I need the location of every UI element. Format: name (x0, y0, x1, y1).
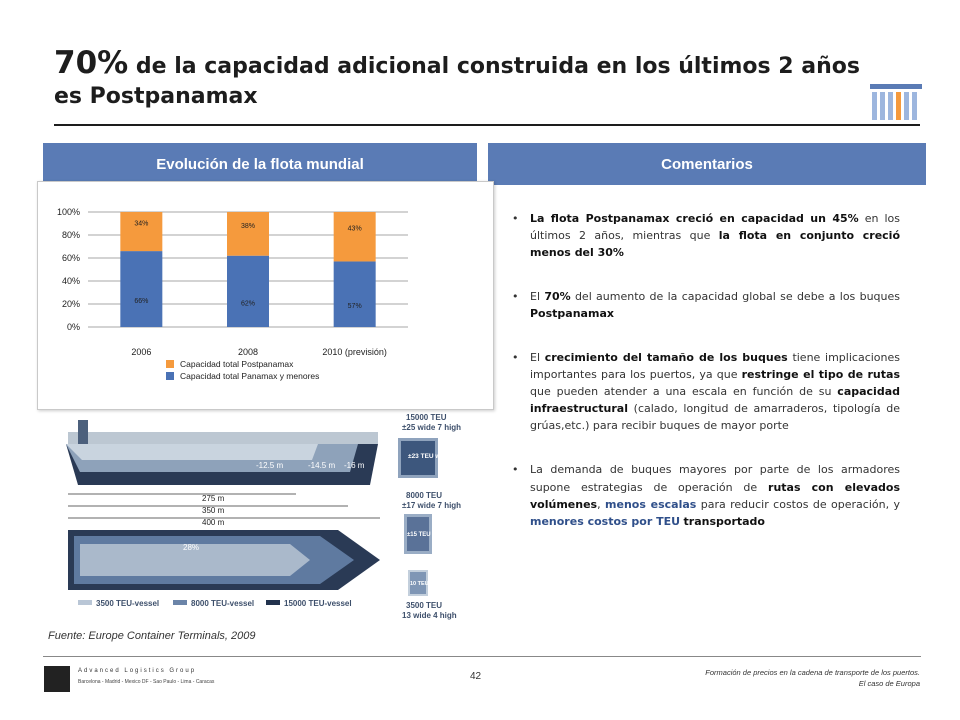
comment-text: menos escalas (605, 497, 697, 511)
bar-segment (227, 255, 269, 327)
company-logo-icon (44, 666, 70, 692)
teu-classes: 15000 TEU ±25 wide 7 high ±23 TEU wide 8… (398, 413, 461, 620)
comment-text: El (530, 290, 545, 304)
x-tick-label: 2008 (238, 347, 258, 357)
fleet-chart-panel: 100% 80% 60% 40% 20% 0% 66% 34% 2006 62% 38% 2008 57… (37, 181, 494, 410)
x-tick-label: 2006 (131, 347, 151, 357)
comment-item: El 70% del aumento de la capacidad globa… (512, 288, 900, 322)
footer-document-title: Formación de precios en la cadena de tra… (705, 668, 920, 689)
footer-company: Advanced Logistics Group (78, 668, 197, 674)
comment-text: crecimiento del tamaño de los buques (544, 351, 788, 365)
section-header-comments: Comentarios (488, 143, 926, 185)
legend-swatch (166, 360, 174, 368)
comment-text: la flota en conjunto creció menos del 30… (530, 229, 900, 260)
comment-text: transportado (683, 514, 765, 528)
footer-doc-line: El caso de Europa (858, 678, 920, 688)
comment-text: La demanda de buques mayores por parte d… (530, 463, 900, 494)
data-label: 62% (241, 300, 255, 307)
comment-text: que pueden atender a una escala en funci… (530, 385, 838, 399)
y-tick-label: 0% (67, 322, 80, 332)
bar-segment (333, 212, 376, 262)
data-label: 57% (348, 303, 362, 310)
y-tick-label: 20% (62, 299, 80, 309)
y-tick-label: 40% (62, 276, 80, 286)
legend-3500: 3500 TEU-vessel (96, 599, 159, 608)
comment-text: Postpanamax (530, 307, 614, 321)
class-3500-box: 10 TEU wide (410, 581, 442, 587)
data-label: 66% (134, 298, 148, 305)
class-8000-box: ±15 TEU wide (407, 532, 446, 538)
vessel-legend: 3500 TEU-vessel 8000 TEU-vessel 15000 TE… (78, 599, 352, 608)
comment-text: menores costos por TEU (530, 514, 681, 528)
comment-text: del aumento de la capacidad global se de… (570, 290, 900, 304)
class-8000-spec: ±17 wide 7 high (402, 501, 461, 510)
page-title: 70% de la capacidad adicional construida… (54, 44, 874, 110)
length-275: 275 m (202, 494, 225, 503)
comment-text: , (597, 497, 606, 511)
legend-label: Capacidad total Postpanamax (180, 359, 294, 369)
draft-label-1: -12.5 m (256, 461, 283, 470)
length-dimensions: 275 m 350 m 400 m (68, 493, 380, 527)
comment-item: La flota Postpanamax creció en capacidad… (512, 210, 900, 261)
top-view-pct: 28% (183, 543, 199, 552)
comment-text: (calado, longitud de amarraderos, tipolo… (530, 402, 900, 433)
comment-text: capacidad infraestructural (530, 385, 900, 416)
ship-size-illustration: -12.5 m -14.5 m -16 m 275 m 350 m 400 m … (66, 413, 461, 620)
ship-side-view: -12.5 m -14.5 m -16 m (66, 420, 378, 485)
comment-text: El (530, 351, 545, 365)
y-tick-label: 100% (57, 207, 80, 217)
bar-segment (120, 251, 163, 327)
comment-text: restringe el tipo de rutas (741, 368, 900, 382)
comment-item: El crecimiento del tamaño de los buques … (512, 349, 900, 434)
title-highlight: 70% (54, 45, 129, 81)
ship-top-view: 28% (68, 530, 380, 590)
footer-divider (43, 656, 921, 657)
comment-text: en los últimos 2 años, mientras que (530, 212, 900, 243)
x-tick-label: 2010 (previsión) (322, 347, 387, 357)
y-tick-label: 80% (62, 230, 80, 240)
title-text: de la capacidad adicional construida en … (54, 54, 860, 109)
y-tick-label: 60% (62, 253, 80, 263)
stacked-bar-chart: 100% 80% 60% 40% 20% 0% 66% 34% 2006 62% 38% 2008 57… (57, 207, 408, 381)
comment-text: tiene implicaciones importantes para los… (530, 351, 900, 382)
legend-label: Capacidad total Panamax y menores (180, 371, 319, 381)
class-8000-teu: 8000 TEU (406, 491, 442, 500)
draft-label-3: -16 m (344, 461, 365, 470)
class-3500-teu: 3500 TEU (406, 601, 442, 610)
bar-segment (333, 261, 376, 327)
comments-list: La flota Postpanamax creció en capacidad… (512, 210, 900, 557)
class-3500-spec: 13 wide 4 high (402, 611, 457, 620)
footer-doc-line: Formación de precios en la cadena de tra… (705, 668, 920, 677)
class-15000-teu: 15000 TEU (406, 413, 447, 422)
length-400: 400 m (202, 518, 225, 527)
data-label: 38% (241, 223, 255, 230)
comment-text: para reducir costos de operación, y (696, 497, 900, 511)
class-15000-box: ±23 TEU wide (408, 453, 450, 460)
footer-cities: Barcelona - Madrid - Mexico DF - Sao Pau… (78, 679, 215, 685)
bar-segment (120, 212, 163, 252)
bar-segment (227, 212, 269, 256)
legend-8000: 8000 TEU-vessel (191, 599, 254, 608)
source-note: Fuente: Europe Container Terminals, 2009 (48, 630, 256, 642)
data-label: 43% (348, 226, 362, 233)
draft-label-2: -14.5 m (308, 461, 335, 470)
legend-swatch (166, 372, 174, 380)
page-number: 42 (470, 671, 482, 682)
length-350: 350 m (202, 506, 225, 515)
legend-15000: 15000 TEU-vessel (284, 599, 352, 608)
comment-text: rutas con elevados volúmenes (530, 480, 900, 511)
comment-text: 70% (544, 290, 571, 304)
class-15000-spec: ±25 wide 7 high (402, 423, 461, 432)
comment-text: La flota Postpanamax creció en capacidad… (530, 212, 859, 225)
title-divider (54, 124, 920, 126)
section-header-fleet: Evolución de la flota mundial (43, 143, 477, 185)
logo-bars-icon (870, 84, 922, 120)
data-label: 34% (134, 221, 148, 228)
comment-item: La demanda de buques mayores por parte d… (512, 461, 900, 529)
